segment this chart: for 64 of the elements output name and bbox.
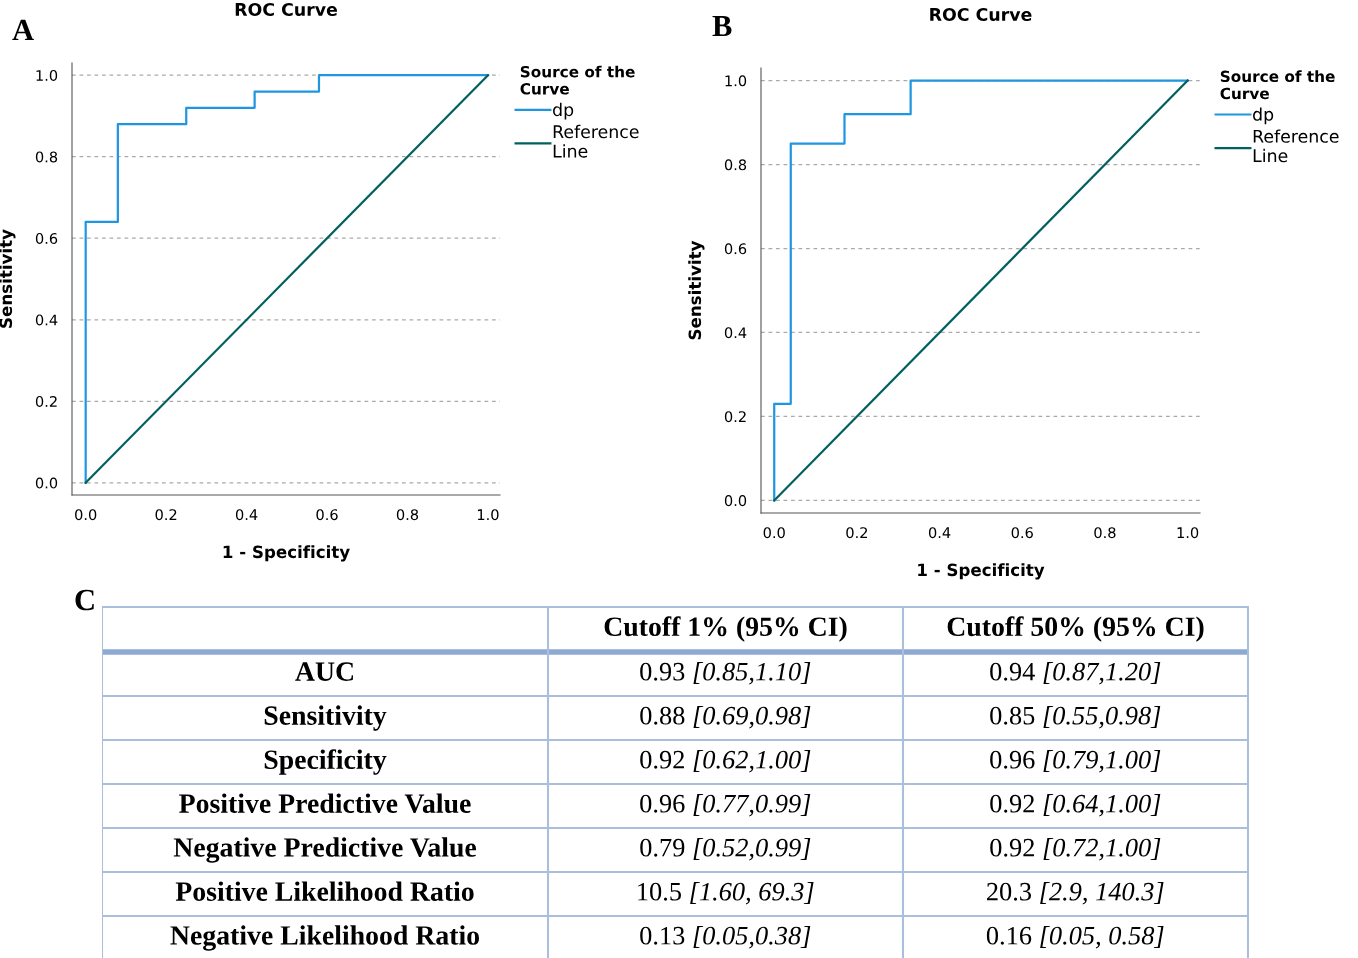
legend-label: Reference Line [553, 124, 639, 158]
text: 0.93 [0.85,1.10] [640, 662, 811, 685]
y-tick-label: 0.0 [35, 477, 58, 489]
line-series [84, 74, 490, 484]
text: 0.88 [0.69,0.98] [640, 706, 811, 729]
category-label: Specificity [264, 749, 387, 775]
legend-label: dp [1253, 107, 1274, 125]
y-tick-label: 1.0 [725, 75, 747, 87]
x-tick-label: 0.4 [928, 527, 951, 539]
y-tick-label: 0.2 [35, 395, 57, 408]
y-axis-title: Sensitivity [688, 240, 705, 340]
legend-label: dp [553, 102, 574, 120]
x-tick-label: 0.6 [316, 509, 338, 521]
text: 0.92 [0.72,1.00] [990, 838, 1161, 861]
category-label: Cutoff 50% (95% CI) [947, 616, 1204, 642]
x-tick-label: 0.6 [1011, 527, 1033, 539]
y-tick-label: 0.2 [724, 411, 746, 423]
y-tick-label: 0.8 [724, 159, 747, 171]
y-tick-label: 0.6 [724, 243, 747, 255]
text: B [712, 15, 732, 37]
y-tick-label: 0.0 [724, 495, 747, 507]
x-tick-label: 1.0 [477, 509, 499, 521]
chart-title: ROC Curve [235, 2, 337, 17]
line-series [773, 79, 1189, 502]
text: 0.92 [0.62,1.00] [640, 750, 811, 773]
legend-title: Source of the Curve [1220, 70, 1335, 100]
y-tick-label: 0.8 [35, 151, 58, 163]
x-axis-title: 1 - Specificity [918, 563, 1045, 580]
x-axis-title: 1 - Specificity [223, 545, 350, 562]
x-tick-label: 0.8 [1094, 527, 1116, 539]
text: 0.79 [0.52,0.99] [640, 838, 811, 861]
text: 0.92 [0.64,1.00] [990, 794, 1161, 817]
x-tick-label: 0.2 [846, 527, 868, 539]
text: 20.3 [2.9, 140.3] [987, 882, 1164, 905]
text: 10.5 [1.60, 69.3] [638, 882, 814, 905]
legend-title: Source of the Curve [520, 65, 635, 95]
x-tick-label: 0.0 [75, 509, 97, 521]
y-axis-title: Sensitivity [0, 229, 16, 328]
text: 0.94 [0.87,1.20] [990, 662, 1161, 685]
text: 0.96 [0.77,0.99] [640, 794, 811, 817]
chart-title: ROC Curve [930, 7, 1032, 22]
y-tick-label: 1.0 [36, 69, 58, 81]
legend-label: Reference Line [1253, 129, 1339, 163]
x-tick-label: 0.4 [235, 509, 258, 521]
text: C [75, 589, 94, 611]
category-label: Cutoff 1% (95% CI) [604, 616, 847, 642]
y-tick-label: 0.4 [35, 314, 58, 326]
x-tick-label: 0.8 [396, 509, 419, 521]
category-label: Negative Likelihood Ratio [170, 925, 480, 951]
category-label: Negative Predictive Value [173, 837, 477, 863]
category-label: AUC [295, 662, 353, 681]
category-label: Positive Predictive Value [179, 793, 471, 814]
x-tick-label: 0.0 [763, 527, 785, 539]
category-label: Sensitivity [264, 705, 387, 731]
y-tick-label: 0.6 [35, 232, 58, 244]
text: 0.96 [0.79,1.00] [990, 750, 1161, 773]
text: A [12, 19, 34, 40]
text: 0.85 [0.55,0.98] [990, 706, 1161, 729]
category-label: Positive Likelihood Ratio [175, 881, 474, 901]
text: 0.13 [0.05,0.38] [640, 926, 811, 949]
text: 0.16 [0.05, 0.58] [986, 926, 1164, 949]
y-tick-label: 0.4 [724, 327, 747, 339]
x-tick-label: 1.0 [1177, 527, 1199, 539]
x-tick-label: 0.2 [155, 509, 177, 521]
